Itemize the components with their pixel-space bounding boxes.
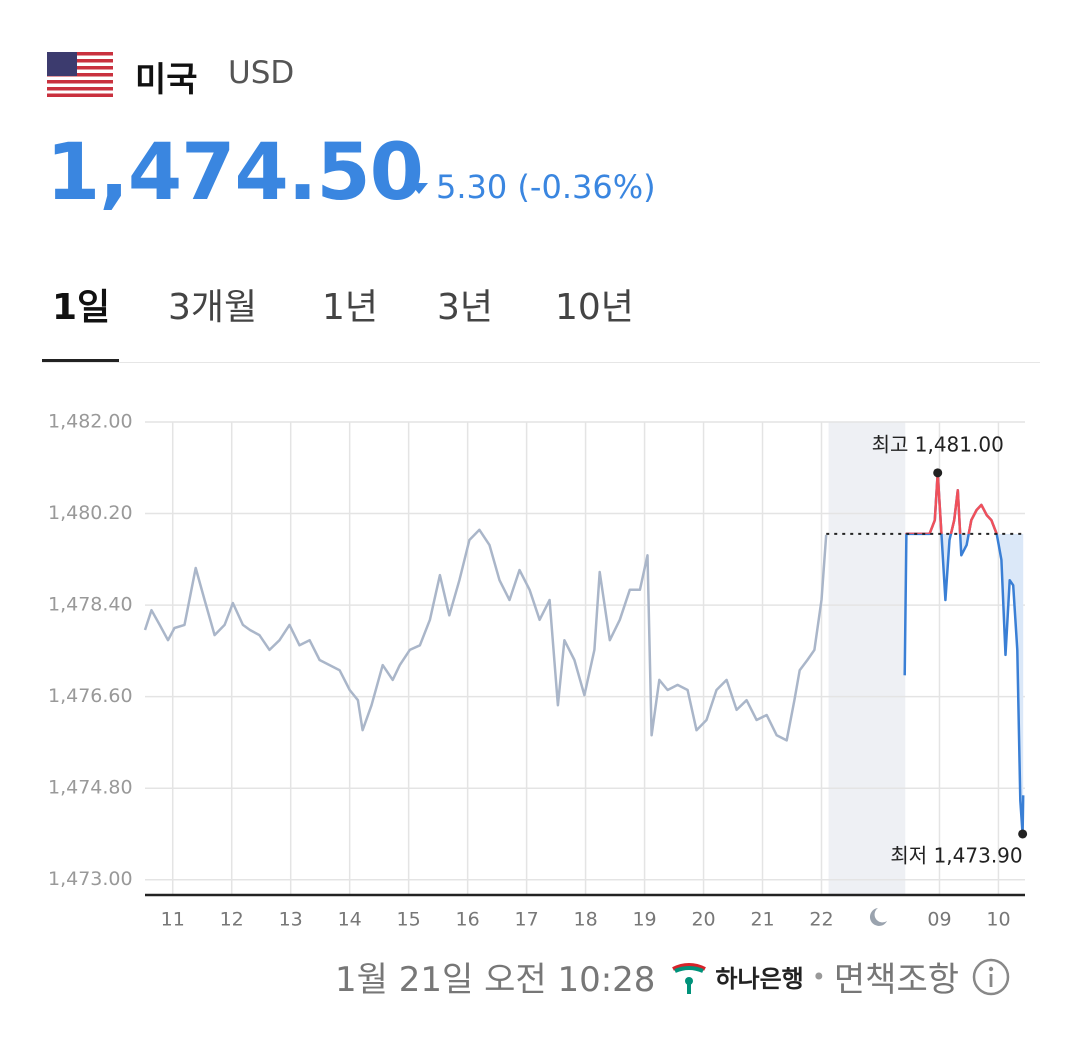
bank-name: 하나은행	[715, 965, 804, 993]
change: 5.30 (-0.36%)	[410, 168, 656, 206]
x-tick-label: 21	[750, 909, 774, 931]
x-tick-label: 17	[515, 909, 539, 931]
divider	[42, 362, 1040, 363]
x-tick-label: 16	[456, 909, 480, 931]
line-above	[905, 471, 998, 534]
tab[interactable]: 1년	[322, 287, 379, 328]
y-tick-label: 1,476.60	[48, 685, 133, 707]
change-percent: (-0.36%)	[517, 168, 656, 206]
x-tick-label: 10	[986, 909, 1010, 931]
y-tick-label: 1,480.20	[48, 502, 133, 524]
country-name: 미국	[135, 60, 198, 100]
change-amount: 5.30	[436, 168, 508, 206]
tab[interactable]: 10년	[555, 287, 634, 328]
night-shade	[828, 422, 906, 895]
info-icon[interactable]	[971, 957, 1011, 997]
x-tick-label: 19	[632, 909, 656, 931]
annotation-label: 최고 1,481.00	[872, 432, 1004, 456]
currency-code: USD	[228, 55, 295, 91]
disclaimer-link[interactable]: 면책조항	[833, 960, 960, 1000]
tab[interactable]: 1일	[52, 287, 111, 328]
annotation-label: 최저 1,473.90	[890, 843, 1022, 867]
line	[143, 528, 828, 742]
y-tick-label: 1,473.00	[48, 868, 133, 890]
timestamp: 1월 21일 오전 10:28	[335, 960, 656, 1000]
x-tick-label: 15	[397, 909, 421, 931]
tab-underline	[42, 359, 119, 362]
y-tick-label: 1,482.00	[48, 411, 133, 433]
y-tick-label: 1,478.40	[48, 594, 133, 616]
x-tick-label: 14	[338, 909, 362, 931]
x-tick-label: 11	[161, 909, 185, 931]
separator: •	[811, 962, 826, 991]
x-tick-label: 18	[573, 909, 597, 931]
x-tick-label: 12	[220, 909, 244, 931]
chart: 1,473.00 1,474.80 1,476.60 1,478.40 1,480.20…	[48, 411, 1028, 931]
tab[interactable]: 3개월	[168, 287, 258, 328]
area-below	[904, 533, 1024, 834]
down-arrow-icon	[410, 183, 428, 194]
annotation-dot	[933, 468, 943, 478]
x-tick-label: 13	[279, 909, 303, 931]
price: 1,474.50	[46, 128, 424, 218]
x-tick-label: 22	[809, 909, 833, 931]
tab[interactable]: 3년	[437, 287, 494, 328]
x-tick-label: 09	[927, 909, 951, 931]
annotation-dot	[1018, 829, 1028, 839]
line	[903, 471, 1025, 836]
y-tick-label: 1,474.80	[48, 777, 133, 799]
bank-logo	[672, 962, 707, 994]
night-icon	[869, 908, 887, 926]
x-tick-label: 20	[691, 909, 715, 931]
footer: 1월 21일 오전 10:28 하나은행 • 면책조항	[335, 952, 1011, 1001]
flag-icon	[47, 52, 113, 97]
